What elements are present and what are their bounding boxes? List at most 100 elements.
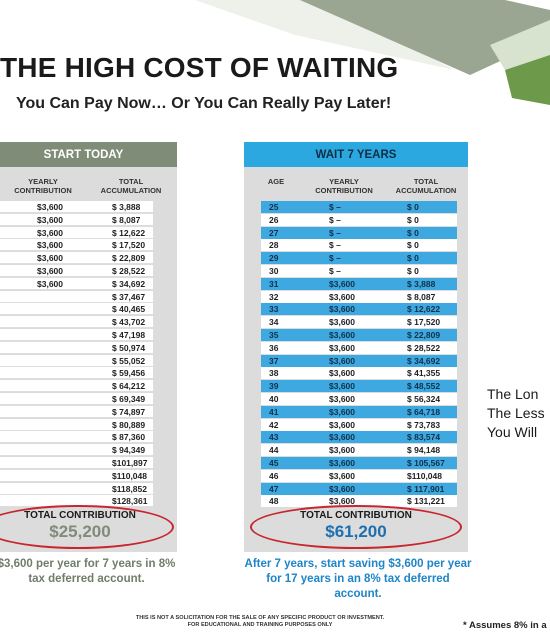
start-today-panel: START TODAY YEARLY CONTRIBUTION TOTAL AC… [0,142,177,552]
age-cell: 27 [269,227,279,238]
age-cell: 42 [269,419,279,430]
age-cell: 36 [269,342,279,353]
table-row: $3,600 $ 8,087 [0,213,153,226]
page-title: THE HIGH COST OF WAITING [0,52,399,83]
total-accumulation-cell: $ 48,552 [407,381,441,392]
total-accumulation-cell: $ 56,324 [407,394,441,404]
total-accumulation-cell: $ 55,052 [112,355,146,366]
table-row: $ 80,889 [0,418,153,431]
table-row: 27 $ – $ 0 [261,226,457,239]
yearly-contribution-cell: $ – [329,240,341,251]
table-row: 28 $ – $ 0 [261,239,457,252]
table-row: 29 $ – $ 0 [261,252,457,265]
total-accumulation-cell: $ 8,087 [407,291,436,302]
total-accumulation-cell: $ 8,087 [112,214,141,225]
total-accumulation-cell: $ 0 [407,266,419,276]
start-today-heading: START TODAY [0,142,177,167]
table-row: $ 69,349 [0,393,153,405]
table-row: $3,600 $ 3,888 [0,201,153,213]
yearly-contribution-cell: $3,600 [329,368,355,379]
yearly-contribution-cell: $ – [329,253,341,264]
table-row: $ 47,198 [0,329,153,341]
total-accumulation-cell: $ 87,360 [112,432,146,443]
total-accumulation-cell: $ 3,888 [112,202,141,212]
yearly-contribution-cell: $3,600 [329,304,355,315]
age-cell: 43 [269,432,279,443]
total-accumulation-cell: $ 74,897 [112,406,146,417]
table-row: $110,048 [0,469,153,482]
total-accumulation-cell: $ 28,522 [112,266,146,276]
wait-seven-years-heading: WAIT 7 YEARS [244,142,468,167]
table-row: 48 $3,600 $ 131,221 [261,495,457,508]
table-row: 33 $3,600 $ 12,622 [261,303,457,316]
age-cell: 34 [269,317,279,328]
wait-column-headers: AGE YEARLY CONTRIBUTION TOTAL ACCUMULATI… [244,167,468,201]
total-accumulation-cell: $ 50,974 [112,342,146,353]
age-cell: 40 [269,394,279,404]
age-cell: 44 [269,445,279,456]
yearly-contribution-cell: $3,600 [37,240,63,251]
total-accumulation-cell: $ 3,888 [407,278,436,289]
age-cell: 25 [269,202,279,212]
yearly-contribution-cell: $3,600 [37,266,63,276]
total-accumulation-cell: $ 131,221 [407,496,445,507]
wait-total-highlight-ellipse [250,505,462,549]
total-accumulation-cell: $ 94,349 [112,445,146,456]
table-row: $3,600 $ 22,809 [0,252,153,265]
table-row: 45 $3,600 $ 105,567 [261,457,457,469]
table-row: 37 $3,600 $ 34,692 [261,354,457,367]
table-row: $3,600 $ 34,692 [0,277,153,290]
total-accumulation-cell: $ 28,522 [407,342,441,353]
total-accumulation-cell: $ 94,148 [407,445,441,456]
table-row: $ 43,702 [0,316,153,329]
total-accumulation-cell: $ 117,901 [407,483,445,494]
table-row: $ 50,974 [0,341,153,354]
total-accumulation-cell: $ 12,622 [112,227,146,238]
age-cell: 45 [269,458,279,468]
age-cell: 32 [269,291,279,302]
total-accumulation-cell: $ 47,198 [112,330,146,340]
total-accumulation-cell: $ 59,456 [112,368,146,379]
table-row: 46 $3,600 $110,048 [261,469,457,482]
yearly-contribution-cell: $3,600 [329,406,355,417]
yearly-contribution-cell: $ – [329,214,341,225]
total-accumulation-cell: $ 34,692 [112,278,146,289]
age-cell: 26 [269,214,279,225]
yearly-contribution-cell: $3,600 [329,483,355,494]
table-row: $ 40,465 [0,303,153,316]
age-cell: 46 [269,470,279,481]
table-row: 36 $3,600 $ 28,522 [261,341,457,354]
total-accumulation-cell: $110,048 [407,470,442,481]
yearly-contribution-cell: $3,600 [329,355,355,366]
start-today-column-headers: YEARLY CONTRIBUTION TOTAL ACCUMULATION [0,167,177,201]
age-cell: 28 [269,240,279,251]
table-row: $118,852 [0,482,153,495]
total-accumulation-cell: $ 37,467 [112,291,146,302]
table-row: 35 $3,600 $ 22,809 [261,329,457,341]
total-accumulation-cell: $110,048 [112,470,147,481]
yearly-contribution-cell: $ – [329,202,341,212]
table-row: 41 $3,600 $ 64,718 [261,405,457,418]
total-accumulation-cell: $101,897 [112,458,148,468]
yearly-contribution-cell: $3,600 [329,394,355,404]
table-row: 32 $3,600 $ 8,087 [261,290,457,303]
side-message: The Lon The Less You Will [487,385,545,442]
yearly-contribution-cell: $3,600 [37,278,63,289]
table-row: 47 $3,600 $ 117,901 [261,482,457,495]
yearly-contribution-cell: $3,600 [329,291,355,302]
table-row: $ 37,467 [0,290,153,303]
age-cell: 37 [269,355,279,366]
yearly-contribution-cell: $3,600 [37,253,63,264]
age-cell: 30 [269,266,279,276]
yearly-contribution-cell: $3,600 [37,202,63,212]
start-total-highlight-ellipse [0,505,174,549]
yearly-contribution-cell: $3,600 [329,330,355,340]
table-row: 26 $ – $ 0 [261,213,457,226]
table-row: 31 $3,600 $ 3,888 [261,277,457,290]
total-accumulation-cell: $ 40,465 [112,304,146,315]
side-message-line: You Will [487,424,538,440]
table-row: $ 55,052 [0,354,153,367]
table-row: $ 94,349 [0,444,153,457]
total-accumulation-cell: $ 105,567 [407,458,445,468]
age-cell: 33 [269,304,279,315]
